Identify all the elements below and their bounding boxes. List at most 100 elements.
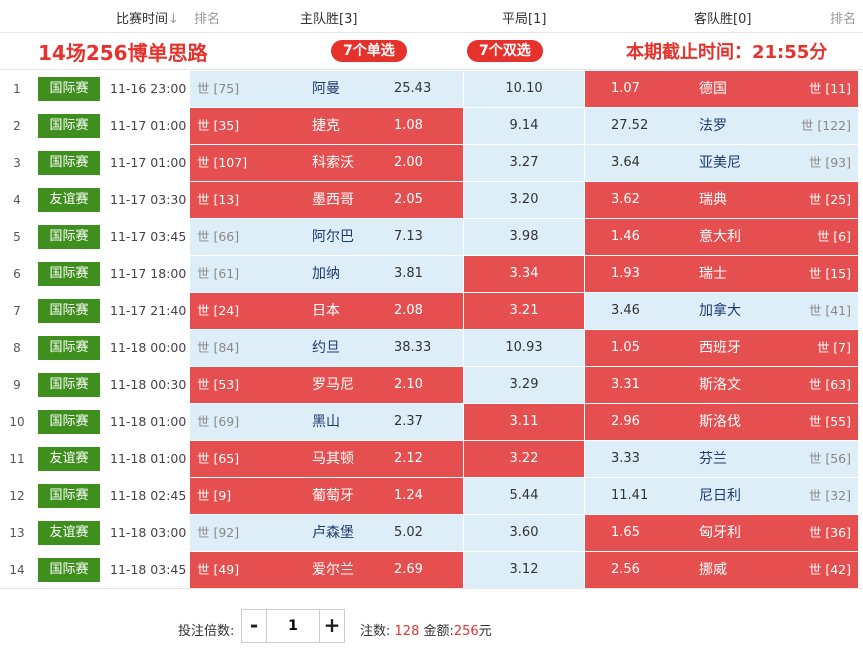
away-win-option[interactable]: 3.31 斯洛文 世 [63] xyxy=(585,367,858,403)
match-type-tag[interactable]: 国际赛 xyxy=(38,225,100,249)
match-type-tag[interactable]: 国际赛 xyxy=(38,410,100,434)
draw-option[interactable]: 3.12 xyxy=(464,552,584,588)
deadline-text: 本期截止时间：21:55分 xyxy=(626,42,828,63)
multiplier-stepper: - + xyxy=(241,609,345,643)
match-time: 11-18 03:00 xyxy=(110,525,187,540)
draw-option[interactable]: 3.29 xyxy=(464,367,584,403)
draw-option[interactable]: 3.11 xyxy=(464,404,584,440)
draw-option[interactable]: 3.22 xyxy=(464,441,584,477)
away-team: 芬兰 xyxy=(699,451,727,467)
home-team: 葡萄牙 xyxy=(312,488,354,504)
away-win-option[interactable]: 3.46 加拿大 世 [41] xyxy=(585,293,858,329)
home-win-option[interactable]: 世 [13] 墨西哥 2.05 xyxy=(190,182,463,218)
draw-option[interactable]: 3.21 xyxy=(464,293,584,329)
match-type-tag[interactable]: 国际赛 xyxy=(38,151,100,175)
match-type-tag[interactable]: 友谊赛 xyxy=(38,521,100,545)
home-win-option[interactable]: 世 [9] 葡萄牙 1.24 xyxy=(190,478,463,514)
draw-option[interactable]: 5.44 xyxy=(464,478,584,514)
home-win-option[interactable]: 世 [66] 阿尔巴 7.13 xyxy=(190,219,463,255)
match-type-tag[interactable]: 国际赛 xyxy=(38,336,100,360)
away-win-header: 客队胜[0] xyxy=(694,12,752,27)
away-odds: 1.65 xyxy=(611,525,640,540)
home-team: 卢森堡 xyxy=(312,525,354,541)
match-row: 4 友谊赛 11-17 03:30 世 [13] 墨西哥 2.05 3.20 3.62 瑞典 世 … xyxy=(0,182,863,219)
match-row: 1 国际赛 11-16 23:00 世 [75] 阿曼 25.43 10.10 1.07 德国 世… xyxy=(0,71,863,108)
amount-value: 256 xyxy=(453,624,479,639)
home-odds: 25.43 xyxy=(394,81,432,96)
plus-button[interactable]: + xyxy=(319,610,344,642)
match-time-header[interactable]: 比赛时间↓ xyxy=(116,8,179,27)
away-win-option[interactable]: 1.05 西班牙 世 [7] xyxy=(585,330,858,366)
away-win-option[interactable]: 11.41 尼日利 世 [32] xyxy=(585,478,858,514)
match-row: 10 国际赛 11-18 01:00 世 [69] 黑山 2.37 3.11 2.96 斯洛伐 世… xyxy=(0,404,863,441)
home-win-option[interactable]: 世 [53] 罗马尼 2.10 xyxy=(190,367,463,403)
draw-option[interactable]: 10.93 xyxy=(464,330,584,366)
home-rank: 世 [92] xyxy=(197,525,240,540)
home-win-option[interactable]: 世 [35] 捷克 1.08 xyxy=(190,108,463,144)
multiplier-input[interactable] xyxy=(267,610,319,642)
away-win-option[interactable]: 1.65 匈牙利 世 [36] xyxy=(585,515,858,551)
home-rank: 世 [107] xyxy=(197,155,248,170)
home-odds: 2.05 xyxy=(394,192,423,207)
home-win-option[interactable]: 世 [69] 黑山 2.37 xyxy=(190,404,463,440)
match-type-tag[interactable]: 国际赛 xyxy=(38,77,100,101)
away-odds: 3.62 xyxy=(611,192,640,207)
match-type-tag[interactable]: 国际赛 xyxy=(38,262,100,286)
draw-option[interactable]: 3.20 xyxy=(464,182,584,218)
away-rank: 世 [6] xyxy=(816,229,851,244)
home-win-option[interactable]: 世 [24] 日本 2.08 xyxy=(190,293,463,329)
home-win-option[interactable]: 世 [75] 阿曼 25.43 xyxy=(190,71,463,107)
away-win-option[interactable]: 2.56 挪威 世 [42] xyxy=(585,552,858,588)
away-win-option[interactable]: 3.64 亚美尼 世 [93] xyxy=(585,145,858,181)
home-win-option[interactable]: 世 [107] 科索沃 2.00 xyxy=(190,145,463,181)
home-team: 阿尔巴 xyxy=(312,229,354,245)
draw-option[interactable]: 10.10 xyxy=(464,71,584,107)
row-index: 2 xyxy=(13,119,21,133)
away-rank: 世 [55] xyxy=(808,414,851,429)
away-win-option[interactable]: 27.52 法罗 世 [122] xyxy=(585,108,858,144)
draw-odds: 3.98 xyxy=(509,229,539,244)
draw-option[interactable]: 3.98 xyxy=(464,219,584,255)
match-row: 13 友谊赛 11-18 03:00 世 [92] 卢森堡 5.02 3.60 1.65 匈牙利… xyxy=(0,515,863,552)
match-type-tag[interactable]: 国际赛 xyxy=(38,114,100,138)
away-team: 匈牙利 xyxy=(699,525,741,541)
match-time: 11-17 03:30 xyxy=(110,192,187,207)
home-odds: 3.81 xyxy=(394,266,423,281)
home-win-option[interactable]: 世 [61] 加纳 3.81 xyxy=(190,256,463,292)
away-win-option[interactable]: 2.96 斯洛伐 世 [55] xyxy=(585,404,858,440)
match-time: 11-17 01:00 xyxy=(110,118,187,133)
home-win-option[interactable]: 世 [84] 约旦 38.33 xyxy=(190,330,463,366)
match-type-tag[interactable]: 国际赛 xyxy=(38,558,100,582)
away-rank: 世 [122] xyxy=(800,118,851,133)
match-type-tag[interactable]: 国际赛 xyxy=(38,299,100,323)
draw-odds: 10.93 xyxy=(505,340,543,355)
home-rank: 世 [75] xyxy=(197,81,240,96)
match-type-tag[interactable]: 国际赛 xyxy=(38,484,100,508)
draw-option[interactable]: 3.34 xyxy=(464,256,584,292)
draw-option[interactable]: 3.27 xyxy=(464,145,584,181)
home-rank: 世 [9] xyxy=(197,488,232,503)
away-win-option[interactable]: 3.62 瑞典 世 [25] xyxy=(585,182,858,218)
away-win-option[interactable]: 1.93 瑞士 世 [15] xyxy=(585,256,858,292)
draw-option[interactable]: 3.60 xyxy=(464,515,584,551)
match-type-tag[interactable]: 国际赛 xyxy=(38,373,100,397)
match-type-tag[interactable]: 友谊赛 xyxy=(38,188,100,212)
home-team: 阿曼 xyxy=(312,81,340,97)
home-win-option[interactable]: 世 [65] 马其顿 2.12 xyxy=(190,441,463,477)
match-type-tag[interactable]: 友谊赛 xyxy=(38,447,100,471)
match-time: 11-17 03:45 xyxy=(110,229,187,244)
away-win-option[interactable]: 1.46 意大利 世 [6] xyxy=(585,219,858,255)
home-odds: 2.69 xyxy=(394,562,423,577)
home-win-option[interactable]: 世 [49] 爱尔兰 2.69 xyxy=(190,552,463,588)
draw-option[interactable]: 9.14 xyxy=(464,108,584,144)
home-win-option[interactable]: 世 [92] 卢森堡 5.02 xyxy=(190,515,463,551)
draw-odds: 3.11 xyxy=(509,414,539,429)
draw-odds: 3.12 xyxy=(509,562,539,577)
minus-button[interactable]: - xyxy=(242,610,267,642)
draw-odds: 5.44 xyxy=(509,488,539,503)
away-win-option[interactable]: 3.33 芬兰 世 [56] xyxy=(585,441,858,477)
match-time: 11-18 01:00 xyxy=(110,414,187,429)
away-odds: 1.07 xyxy=(611,81,640,96)
draw-odds: 3.21 xyxy=(509,303,539,318)
away-win-option[interactable]: 1.07 德国 世 [11] xyxy=(585,71,858,107)
